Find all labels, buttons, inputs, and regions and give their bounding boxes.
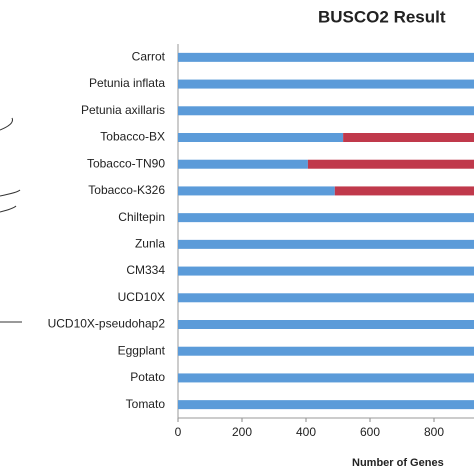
x-tick-label: 200 bbox=[232, 425, 252, 439]
y-tick-label: Chiltepin bbox=[118, 210, 165, 224]
y-tick-label: Tobacco-TN90 bbox=[87, 156, 165, 170]
bar-segment bbox=[178, 213, 474, 223]
bar-segment bbox=[178, 79, 474, 89]
y-tick-label: Petunia axillaris bbox=[81, 103, 165, 117]
y-tick-label: CM334 bbox=[126, 263, 165, 277]
bar-segment bbox=[178, 159, 308, 169]
bar-segment bbox=[178, 239, 474, 249]
x-tick-label: 0 bbox=[175, 425, 182, 439]
bracket bbox=[0, 189, 21, 197]
chart-title: BUSCO2 Result bbox=[318, 7, 446, 26]
bar-segment bbox=[307, 159, 474, 169]
bar-segment bbox=[178, 133, 344, 142]
y-tick-label: Tobacco-K326 bbox=[88, 183, 165, 197]
bar-segment bbox=[178, 186, 335, 196]
bar-segment bbox=[178, 266, 474, 276]
bar-segment bbox=[178, 106, 474, 116]
y-tick-label: Zunla bbox=[135, 237, 165, 251]
annotation-lines bbox=[0, 117, 22, 323]
bar-segment bbox=[178, 52, 474, 62]
bar-segment bbox=[178, 346, 474, 356]
x-tick-label: 800 bbox=[424, 425, 444, 439]
bar-segment bbox=[178, 320, 474, 329]
bar-segment bbox=[178, 400, 474, 410]
bar-segment bbox=[334, 186, 474, 196]
y-tick-label: Tobacco-BX bbox=[100, 130, 165, 144]
y-tick-label: Carrot bbox=[132, 50, 166, 64]
y-tick-label: Potato bbox=[130, 370, 165, 384]
x-tick-label: 600 bbox=[360, 425, 380, 439]
y-tick-label: UCD10X-pseudohap2 bbox=[48, 317, 166, 331]
bracket bbox=[0, 205, 17, 213]
y-tick-label: Eggplant bbox=[118, 343, 166, 357]
y-tick-label: Tomato bbox=[126, 397, 166, 411]
bracket bbox=[0, 117, 13, 131]
x-tick-label: 400 bbox=[296, 425, 316, 439]
y-tick-label: UCD10X bbox=[118, 290, 165, 304]
bar-segment bbox=[178, 373, 474, 383]
bar-segment bbox=[343, 133, 474, 142]
x-axis-label: Number of Genes bbox=[352, 457, 444, 469]
bar-segment bbox=[178, 293, 474, 303]
y-tick-label: Petunia inflata bbox=[89, 76, 165, 90]
